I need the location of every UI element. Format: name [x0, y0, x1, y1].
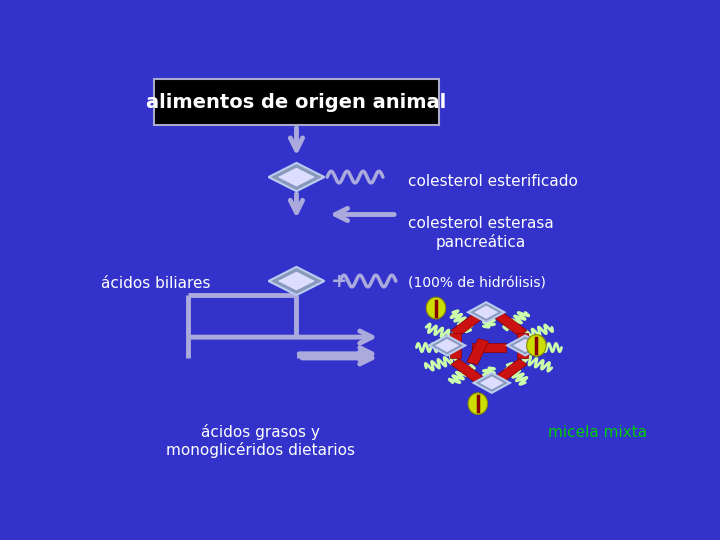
Polygon shape: [429, 335, 465, 355]
Polygon shape: [480, 376, 504, 389]
Ellipse shape: [426, 297, 446, 319]
Polygon shape: [474, 306, 498, 319]
FancyBboxPatch shape: [495, 359, 527, 382]
FancyBboxPatch shape: [517, 333, 528, 358]
FancyBboxPatch shape: [451, 359, 482, 382]
Polygon shape: [513, 339, 537, 352]
FancyBboxPatch shape: [451, 313, 482, 336]
Text: micela mixta: micela mixta: [548, 426, 647, 440]
FancyBboxPatch shape: [495, 313, 527, 336]
Polygon shape: [507, 335, 544, 355]
Text: +: +: [331, 272, 348, 291]
Polygon shape: [474, 373, 510, 393]
Text: colesterol esterasa
pancreática: colesterol esterasa pancreática: [408, 217, 554, 250]
FancyBboxPatch shape: [472, 343, 505, 352]
FancyBboxPatch shape: [154, 79, 438, 125]
FancyBboxPatch shape: [450, 333, 461, 358]
Text: ácidos biliares: ácidos biliares: [101, 275, 211, 291]
Text: (100% de hidrólisis): (100% de hidrólisis): [408, 276, 546, 290]
Polygon shape: [435, 339, 459, 352]
FancyBboxPatch shape: [467, 339, 489, 365]
Ellipse shape: [526, 335, 546, 356]
Polygon shape: [278, 167, 315, 186]
Polygon shape: [278, 272, 315, 291]
Polygon shape: [468, 302, 504, 322]
Polygon shape: [269, 163, 324, 191]
Polygon shape: [269, 267, 324, 295]
Ellipse shape: [468, 393, 487, 415]
Text: colesterol esterificado: colesterol esterificado: [408, 174, 578, 188]
Text: alimentos de origen animal: alimentos de origen animal: [146, 93, 446, 112]
Text: ácidos grasos y
monoglicéridos dietarios: ácidos grasos y monoglicéridos dietarios: [166, 424, 355, 458]
